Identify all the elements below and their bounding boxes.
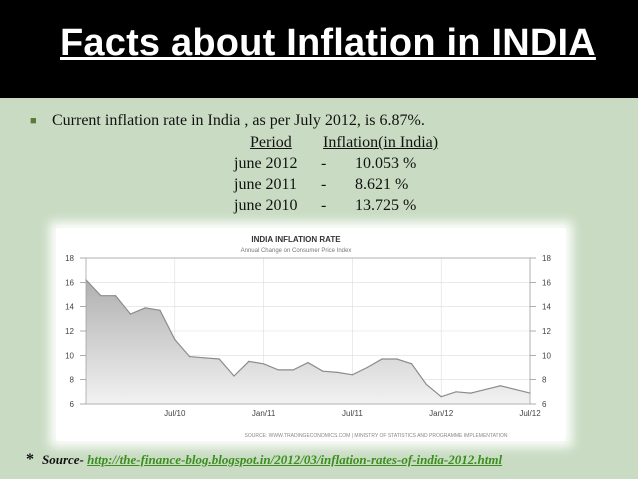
table-cell-value: 8.621 %: [355, 176, 409, 193]
table-cell-dash: -: [321, 197, 327, 214]
data-point: [144, 307, 146, 309]
data-point: [337, 371, 339, 373]
data-point: [263, 363, 265, 365]
data-point: [411, 363, 413, 365]
data-point: [189, 356, 191, 358]
chart-canvas: INDIA INFLATION RATE Annual Change on Co…: [65, 235, 551, 439]
slide-title: Facts about Inflation in INDIA: [60, 22, 596, 64]
table-cell-dash: -: [321, 176, 327, 193]
inflation-chart: INDIA INFLATION RATE Annual Change on Co…: [56, 228, 566, 441]
data-point: [292, 369, 294, 371]
chart-title: INDIA INFLATION RATE: [251, 235, 341, 244]
y-tick-label-left: 14: [65, 303, 74, 312]
source-citation: * Source- http://the-finance-blog.blogspo…: [26, 451, 502, 469]
x-tick-label: Jul/12: [519, 409, 541, 418]
table-cell-period: june 2010: [234, 197, 298, 214]
data-point: [159, 309, 161, 311]
data-point: [203, 357, 205, 359]
data-point: [174, 338, 176, 341]
y-tick-label-right: 16: [542, 278, 551, 287]
y-tick-label-right: 10: [542, 351, 551, 360]
table-header-period: Period: [250, 134, 292, 151]
x-tick-label: Jul/10: [164, 409, 186, 418]
axes: 6 6 8 8 10 10 12 12 14 14 16 16 18 18 Jul/10 Jan/11 Jul/…: [65, 254, 551, 418]
title-bar: Facts about Inflation in INDIA: [0, 0, 638, 98]
y-tick-label-left: 6: [70, 400, 75, 409]
data-point: [470, 392, 472, 394]
data-point: [440, 396, 442, 398]
data-point: [277, 369, 279, 371]
source-link[interactable]: http://the-finance-blog.blogspot.in/2012…: [87, 452, 503, 467]
data-point: [425, 383, 427, 386]
table-cell-period: june 2012: [234, 155, 298, 172]
data-point: [455, 391, 457, 393]
y-tick-label-right: 12: [542, 327, 551, 336]
data-point: [307, 362, 309, 364]
table-cell-value: 10.053 %: [355, 155, 417, 172]
y-tick-label-left: 18: [65, 254, 74, 263]
y-tick-label-left: 8: [70, 376, 75, 385]
data-point: [100, 295, 102, 297]
y-tick-label-left: 10: [65, 351, 74, 360]
data-point: [366, 366, 368, 369]
star-bullet: *: [26, 451, 34, 468]
y-tick-label-left: 12: [65, 327, 74, 336]
x-tick-label: Jul/11: [342, 409, 363, 418]
data-point: [485, 388, 487, 390]
y-tick-label-right: 14: [542, 303, 551, 312]
chart-footer: SOURCE: WWW.TRADINGECONOMICS.COM | MINIS…: [245, 433, 508, 439]
y-tick-label-right: 8: [542, 376, 547, 385]
data-point: [248, 360, 250, 362]
square-bullet-icon: ■: [30, 115, 37, 127]
y-tick-label-right: 18: [542, 254, 551, 263]
x-tick-label: Jan/11: [252, 409, 276, 418]
table-cell-dash: -: [321, 155, 327, 172]
bullet-text: Current inflation rate in India , as per…: [52, 112, 425, 129]
plot-border: [85, 257, 531, 405]
data-point: [218, 358, 220, 360]
area-series: [85, 279, 531, 404]
y-tick-label-left: 16: [65, 278, 74, 287]
data-point: [129, 313, 131, 315]
data-point: [351, 374, 353, 376]
x-tick-label: Jan/12: [429, 409, 454, 418]
data-point: [322, 370, 324, 372]
table-header-inflation: Inflation(in India): [323, 134, 439, 151]
data-point: [115, 295, 117, 297]
data-point: [396, 358, 398, 360]
source-label: Source-: [42, 452, 84, 467]
chart-subtitle: Annual Change on Consumer Price Index: [241, 248, 352, 254]
data-point: [233, 375, 235, 377]
data-point: [499, 385, 501, 387]
table-cell-period: june 2011: [234, 176, 297, 193]
data-point: [381, 358, 383, 360]
table-cell-value: 13.725 %: [355, 197, 417, 214]
data-point: [514, 388, 516, 390]
y-tick-label-right: 6: [542, 400, 547, 409]
area-fill: [86, 279, 530, 404]
